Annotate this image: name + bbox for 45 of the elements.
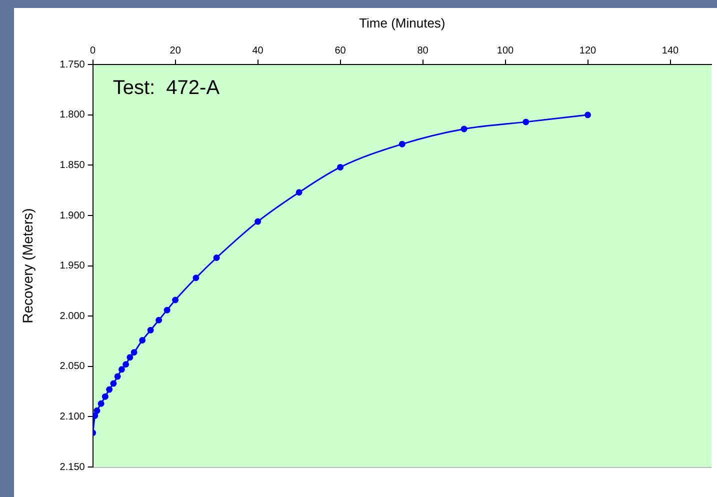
point bbox=[92, 412, 98, 419]
point bbox=[192, 274, 200, 282]
point bbox=[213, 254, 220, 261]
x-tick-label: 40 bbox=[252, 45, 264, 56]
y-tick-label: 2.000 bbox=[60, 310, 86, 322]
annotation: Test: 472-A bbox=[112, 77, 220, 100]
y-tick-label: 1.750 bbox=[60, 59, 86, 70]
point bbox=[172, 296, 179, 304]
point bbox=[296, 189, 302, 196]
x-tick-label: 20 bbox=[170, 45, 182, 56]
y-axis-title: Recovery (Meters) bbox=[19, 208, 36, 324]
point bbox=[147, 326, 154, 334]
point bbox=[337, 164, 344, 170]
point bbox=[460, 126, 468, 132]
point bbox=[156, 316, 162, 324]
y-tick-label: 1.800 bbox=[60, 110, 86, 121]
y-tick-label: 1.950 bbox=[60, 260, 86, 272]
point bbox=[98, 400, 104, 407]
x-tick-label: 100 bbox=[496, 45, 514, 56]
x-tick-label: 140 bbox=[662, 45, 680, 56]
point bbox=[398, 140, 406, 148]
x-tick-label: 60 bbox=[334, 45, 346, 56]
point bbox=[118, 366, 125, 373]
point bbox=[102, 393, 108, 400]
x-axis-title: Time (Minutes) bbox=[359, 15, 446, 30]
x-tick-label: 0 bbox=[90, 45, 96, 56]
point bbox=[110, 380, 117, 387]
point bbox=[522, 118, 530, 126]
y-tick-label: 2.100 bbox=[60, 411, 86, 422]
x-tick-label: 80 bbox=[417, 45, 429, 56]
y-tick-label: 2.050 bbox=[60, 361, 86, 372]
point bbox=[114, 373, 121, 380]
y-tick-label: 2.150 bbox=[60, 462, 86, 473]
point bbox=[584, 112, 592, 118]
x-tick-label: 120 bbox=[579, 45, 597, 56]
point bbox=[106, 386, 113, 393]
point bbox=[122, 361, 130, 368]
point bbox=[126, 354, 134, 361]
y-tick-label: 1.850 bbox=[60, 160, 86, 171]
y-tick-label: 1.900 bbox=[60, 210, 86, 222]
point bbox=[130, 349, 138, 356]
point bbox=[164, 306, 170, 314]
point bbox=[139, 336, 146, 344]
point bbox=[94, 407, 100, 414]
point bbox=[254, 218, 262, 225]
